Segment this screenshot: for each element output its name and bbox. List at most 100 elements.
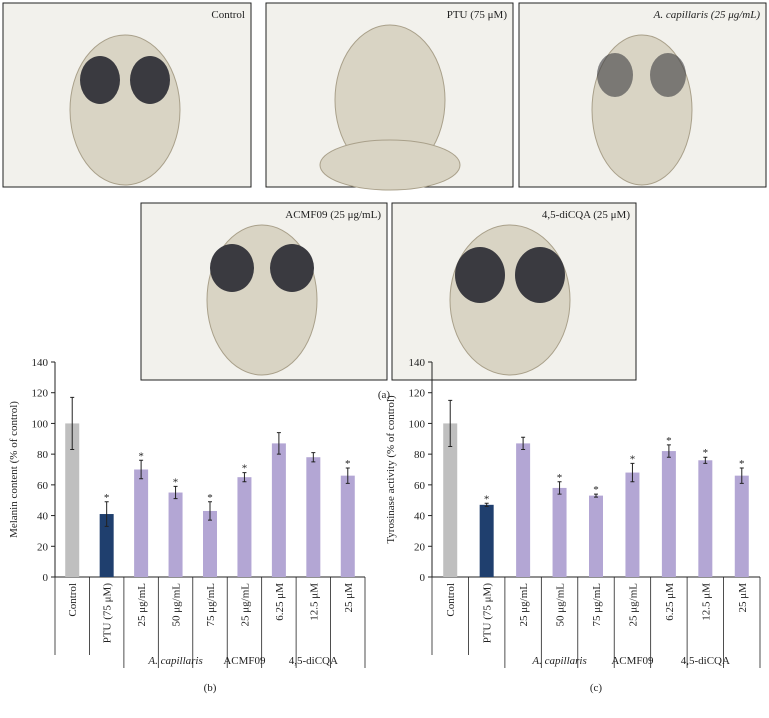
error-bar [630, 462, 635, 483]
y-tick-label: 40 [414, 511, 426, 523]
panel-label: ACMF09 (25 μg/mL) [285, 209, 381, 221]
significance-marker: * [593, 484, 599, 496]
significance-marker: * [666, 435, 672, 447]
bar [237, 477, 252, 577]
error-bar [484, 502, 489, 507]
error-bar [703, 456, 708, 464]
bar [271, 443, 286, 577]
error-bar [104, 501, 109, 527]
x-tick-label: 6.25 μM [664, 583, 676, 621]
photo-panel: ACMF09 (25 μg/mL) [140, 202, 388, 381]
bar [479, 504, 494, 577]
error-bar [173, 485, 178, 500]
error-bar [276, 432, 281, 455]
error-bar [448, 399, 453, 447]
panel-label: (c) [590, 682, 603, 694]
x-tick-label: 50 μg/mL [555, 583, 567, 627]
error-bar [70, 396, 75, 451]
group-label: ACMF09 [223, 655, 266, 667]
x-tick-label: Control [67, 583, 79, 617]
error-bar [557, 481, 562, 495]
y-tick-label: 60 [414, 480, 426, 492]
significance-marker: * [484, 493, 490, 505]
significance-marker: * [703, 447, 709, 459]
panel-label: 4,5-diCQA (25 μM) [542, 209, 630, 221]
significance-marker: * [630, 453, 636, 465]
error-bar [311, 452, 316, 463]
significance-marker: * [104, 492, 110, 504]
x-tick-label: PTU (75 μM) [482, 583, 494, 644]
x-tick-label: 25 μg/mL [627, 583, 639, 627]
x-tick-label: 25 μg/mL [239, 583, 251, 627]
y-tick-label: 60 [37, 480, 49, 492]
y-tick-label: 140 [32, 357, 49, 369]
error-bar [594, 493, 598, 498]
y-tick-label: 80 [37, 449, 49, 461]
bar [134, 469, 149, 577]
y-tick-label: 0 [420, 572, 426, 584]
bar [306, 457, 321, 577]
bar [203, 510, 217, 577]
error-bar [139, 459, 144, 480]
group-label: A. capillaris [147, 655, 202, 667]
y-tick-label: 100 [409, 418, 426, 430]
significance-marker: * [207, 492, 213, 504]
y-axis-label: Melanin content (% of control) [8, 401, 20, 538]
x-tick-label: Control [445, 583, 457, 617]
error-bar [739, 467, 744, 484]
x-tick-label: 25 μM [343, 583, 355, 613]
x-tick-label: 12.5 μM [308, 583, 320, 621]
significance-marker: * [345, 458, 351, 470]
panel-label: Control [211, 9, 245, 21]
photo-panel: 4,5-diCQA (25 μM) [391, 202, 637, 381]
group-label: 4,5-diCQA [289, 655, 338, 667]
x-tick-label: 25 μM [737, 583, 749, 613]
y-tick-label: 120 [32, 388, 49, 400]
y-tick-label: 40 [37, 511, 49, 523]
x-tick-label: 50 μg/mL [171, 583, 183, 627]
photo-panel: PTU (75 μM) [265, 2, 514, 191]
significance-marker: * [739, 458, 745, 470]
bar [625, 472, 640, 577]
y-tick-label: 0 [43, 572, 49, 584]
panel-label: A. capillaris (25 μg/mL) [653, 9, 761, 21]
x-tick-label: 12.5 μM [700, 583, 712, 621]
bar [65, 423, 80, 577]
y-tick-label: 120 [409, 388, 426, 400]
panel-label: PTU (75 μM) [447, 9, 508, 21]
bar [168, 492, 183, 577]
bar [661, 451, 676, 577]
group-label: A. capillaris [531, 655, 586, 667]
bar [340, 475, 355, 577]
bar [698, 460, 713, 577]
photo-panel: Control [2, 2, 252, 188]
error-bar [345, 467, 350, 484]
group-label: 4,5-diCQA [681, 655, 730, 667]
bar [552, 487, 567, 577]
group-label: ACMF09 [611, 655, 654, 667]
y-tick-label: 80 [414, 449, 426, 461]
x-tick-label: 25 μg/mL [136, 583, 148, 627]
figure-label: (a) [378, 389, 391, 401]
bar [443, 423, 458, 577]
x-tick-label: 6.25 μM [274, 583, 286, 621]
error-bar [242, 472, 247, 483]
x-tick-label: 75 μg/mL [591, 583, 603, 627]
photo-panel: A. capillaris (25 μg/mL) [518, 2, 767, 188]
y-tick-label: 20 [37, 541, 49, 553]
error-bar [208, 501, 212, 521]
panel-label: (b) [204, 682, 217, 694]
y-tick-label: 20 [414, 541, 426, 553]
bar [589, 495, 603, 577]
y-tick-label: 140 [409, 357, 426, 369]
x-tick-label: 25 μg/mL [518, 583, 530, 627]
bar [734, 475, 749, 577]
bar [99, 514, 114, 577]
y-tick-label: 100 [32, 418, 49, 430]
x-tick-label: PTU (75 μM) [102, 583, 114, 644]
error-bar [521, 436, 526, 451]
significance-marker: * [173, 476, 179, 488]
significance-marker: * [242, 463, 248, 475]
y-axis-label: Tyrosinase activity (% of control) [385, 395, 397, 544]
